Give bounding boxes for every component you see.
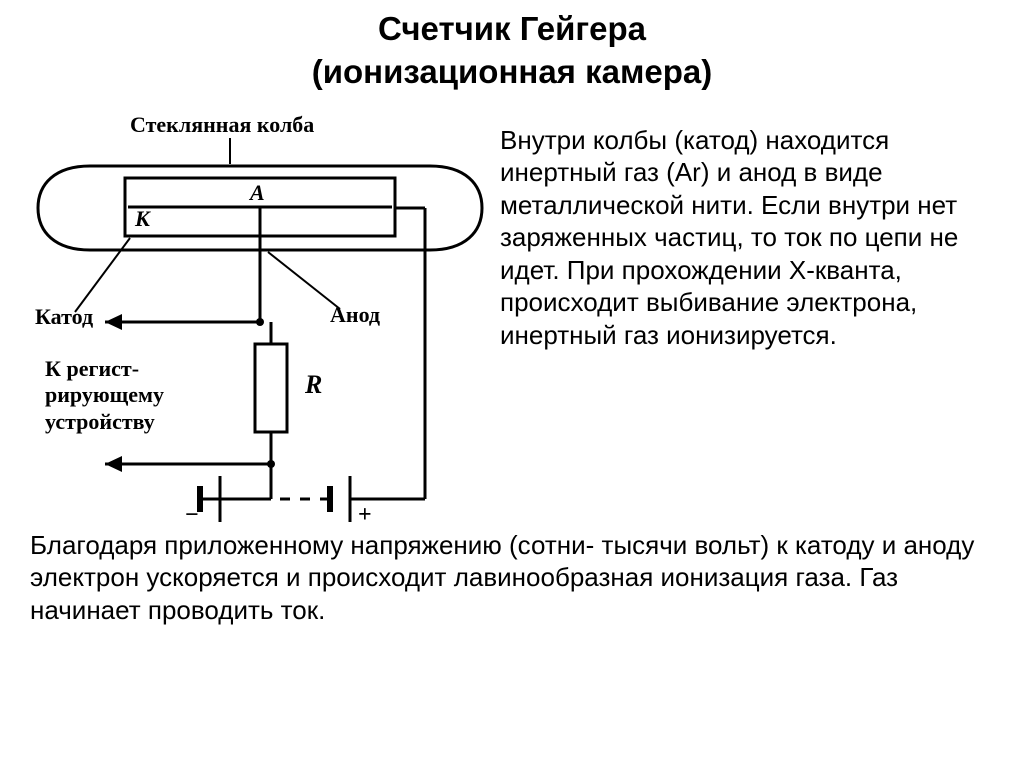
title-line2: (ионизационная камера) xyxy=(0,51,1024,94)
label-cathode: Катод xyxy=(35,304,93,330)
label-R: R xyxy=(305,370,322,400)
label-to-device: К регист- рирующему устройству xyxy=(45,356,164,435)
title-line1: Счетчик Гейгера xyxy=(0,8,1024,51)
bottom-paragraph: Благодаря приложенному напряжению (сотни… xyxy=(0,524,1024,627)
label-glass-bulb: Стеклянная колба xyxy=(130,112,314,138)
label-minus: − xyxy=(185,502,199,529)
label-K: К xyxy=(135,206,150,232)
side-paragraph: Внутри колбы (катод) находится инертный … xyxy=(490,104,994,524)
diagram-svg xyxy=(30,104,490,524)
geiger-diagram: Стеклянная колба А К Катод Анод R К реги… xyxy=(30,104,490,524)
label-A: А xyxy=(250,180,265,206)
label-anode: Анод xyxy=(330,302,380,328)
label-plus: + xyxy=(358,502,372,529)
